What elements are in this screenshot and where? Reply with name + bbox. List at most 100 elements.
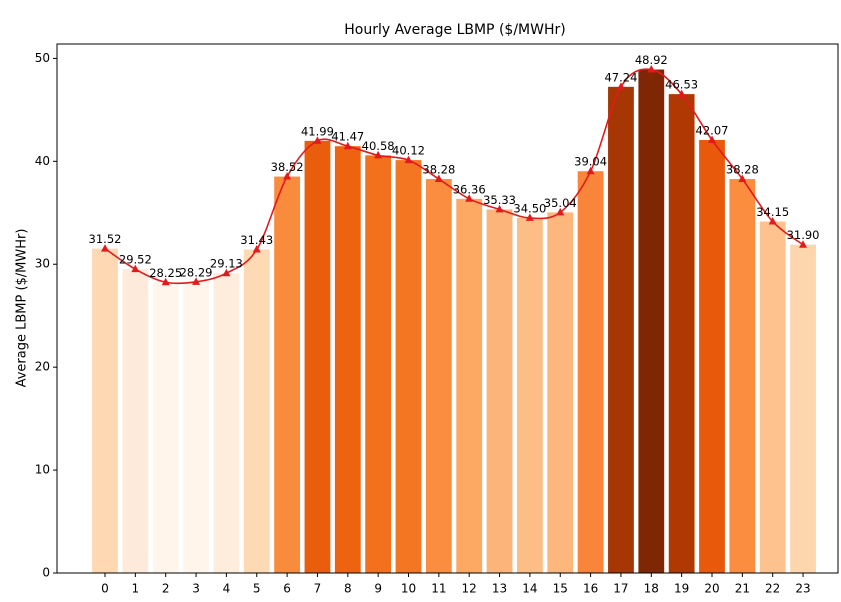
x-tick-label: 17 [613,582,628,596]
value-label: 35.04 [544,196,577,210]
value-label: 40.12 [392,144,425,158]
marker [616,82,625,90]
value-label: 38.28 [726,163,759,177]
bar [608,86,634,573]
bar [577,171,604,573]
marker [525,213,534,221]
bar [759,221,786,573]
x-tick-label: 14 [522,582,537,596]
marker [101,244,109,252]
value-label: 46.53 [665,78,698,92]
value-label: 39.04 [574,155,607,169]
value-label: 42.07 [696,124,729,138]
bar [304,140,331,573]
marker [192,277,201,285]
value-label: 41.99 [301,124,334,138]
bar [395,160,422,573]
marker [738,174,747,183]
bar [334,146,361,573]
bar [547,212,574,573]
marker [647,65,656,73]
bar [274,176,300,573]
chart-title: Hourly Average LBMP ($/MWHr) [344,22,565,38]
marker [343,141,352,150]
value-label: 31.52 [89,232,122,246]
marker [252,245,261,253]
bar [92,248,118,573]
x-tick-label: 21 [735,582,750,596]
x-tick-label: 4 [223,582,231,596]
value-label: 48.92 [635,53,668,67]
bar [638,69,665,573]
marker [434,174,443,183]
bar [243,249,270,573]
x-tick-label: 11 [431,582,446,596]
x-tick-label: 0 [101,582,109,596]
bar [213,273,240,573]
value-label: 36.36 [453,182,486,196]
bar [517,217,543,574]
x-tick-label: 19 [674,582,689,596]
y-tick-label: 50 [35,51,50,65]
value-label: 34.15 [756,205,789,219]
value-label: 34.50 [513,201,546,215]
marker [799,240,808,248]
bar [152,282,179,573]
marker [374,150,383,159]
y-tick-label: 40 [35,154,50,168]
bar [699,140,725,573]
value-label: 28.29 [180,265,213,279]
x-tick-label: 9 [374,582,382,596]
value-label: 47.24 [604,70,637,84]
x-tick-label: 18 [644,582,659,596]
marker [708,135,716,144]
marker [768,217,777,225]
value-label: 41.47 [331,130,364,144]
bar [365,155,392,573]
marker [556,207,565,216]
bar [425,179,452,573]
y-tick-label: 20 [35,360,50,374]
bar [486,209,513,573]
y-tick-label: 30 [35,257,50,271]
value-label: 31.43 [240,233,273,247]
x-tick-label: 5 [253,582,261,596]
x-tick-label: 10 [401,582,416,596]
x-tick-label: 3 [192,582,200,596]
marker [161,277,170,286]
y-tick-label: 10 [35,463,50,477]
bar [790,244,816,573]
marker [677,89,686,98]
value-label: 38.28 [422,163,455,177]
x-tick-label: 13 [492,582,507,596]
marker [313,136,322,144]
marker [465,194,474,202]
x-tick-label: 16 [583,582,598,596]
value-label: 35.33 [483,193,516,207]
value-label: 38.52 [271,160,304,174]
x-tick-label: 2 [162,582,170,596]
y-tick-label: 0 [42,566,50,580]
x-tick-label: 23 [795,582,810,596]
bar [122,269,149,573]
x-tick-label: 1 [132,582,140,596]
value-label: 31.90 [787,228,820,242]
marker [222,268,231,277]
x-tick-label: 7 [314,582,322,596]
bar [729,179,756,573]
marker [404,155,413,164]
marker [586,166,595,175]
value-label: 29.52 [119,253,152,267]
marker [131,264,140,273]
x-tick-label: 15 [553,582,568,596]
x-tick-label: 6 [283,582,291,596]
value-label: 29.13 [210,257,243,271]
x-tick-label: 12 [462,582,477,596]
value-label: 40.58 [362,139,395,153]
bar [183,281,209,573]
marker [495,204,504,213]
x-tick-label: 20 [704,582,719,596]
y-axis-label: Average LBMP ($/MWHr) [15,229,30,388]
